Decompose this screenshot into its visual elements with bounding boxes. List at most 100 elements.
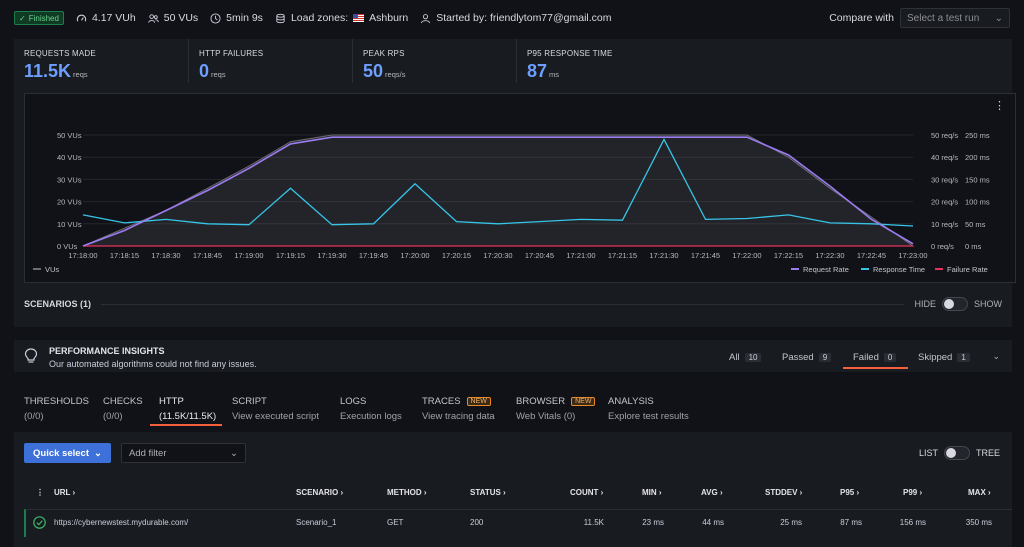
scenarios-toggle[interactable] (942, 297, 968, 311)
x-tick: 17:20:00 (400, 251, 429, 260)
cell-url[interactable]: https://cybernewstest.mydurable.com/ (54, 518, 189, 527)
started-by-info: Started by: friendlytom77@gmail.com (420, 12, 612, 24)
gauge-icon (76, 14, 87, 22)
cell-max: 350 ms (965, 518, 992, 527)
y-tick-right-rps: 50 req/s (931, 131, 958, 140)
active-tab-indicator (843, 367, 908, 369)
tab-analysis[interactable]: ANALYSIS Explore test results (608, 396, 689, 422)
legend-vus: VUs (45, 265, 59, 274)
x-tick: 17:19:15 (276, 251, 305, 260)
vus-info: 50 VUs (148, 12, 198, 24)
tab-traces[interactable]: TRACES NEW View tracing data (422, 396, 495, 422)
cell-stddev: 25 ms (780, 518, 802, 527)
y-tick-right-rps: 40 req/s (931, 153, 958, 162)
x-tick: 17:21:15 (608, 251, 637, 260)
duration-info: 5min 9s (210, 12, 263, 24)
x-tick: 17:23:00 (898, 251, 927, 260)
chevron-down-icon: ⌄ (94, 447, 102, 459)
table-row[interactable] (24, 509, 1012, 537)
scenarios-bar: SCENARIOS (1) HIDE SHOW (24, 297, 1002, 311)
chevron-down-icon[interactable]: ⌄ (992, 351, 1000, 361)
column-menu-icon[interactable]: ⋮ (36, 488, 44, 497)
load-zones-info: Load zones: Ashburn (275, 12, 408, 24)
cell-p95: 87 ms (840, 518, 862, 527)
header-url[interactable]: URL › (54, 488, 76, 497)
load-zone-value: Ashburn (369, 12, 409, 24)
tab-http[interactable]: HTTP (11.5K/11.5K) (159, 396, 217, 422)
x-tick: 17:21:00 (566, 251, 595, 260)
x-tick: 17:22:30 (815, 251, 844, 260)
divider (101, 303, 905, 305)
compare-select[interactable]: Select a test run ⌄ (900, 8, 1010, 28)
show-label: SHOW (974, 299, 1002, 309)
check-circle-icon (33, 516, 46, 529)
compare-with: Compare with Select a test run ⌄ (829, 8, 1010, 28)
compare-label: Compare with (829, 12, 894, 24)
x-tick: 17:21:30 (649, 251, 678, 260)
chart-svg: 0 VUs 0 req/s 0 ms 10 VUs 10 req/s 50 ms 20 VU… (33, 131, 990, 274)
y-tick-right-rps: 20 req/s (931, 198, 958, 207)
x-tick: 17:20:30 (483, 251, 512, 260)
tab-thresholds[interactable]: THRESHOLDS (0/0) (24, 396, 89, 422)
insights-title: PERFORMANCE INSIGHTS (49, 346, 165, 356)
x-tick: 17:19:45 (359, 251, 388, 260)
y-tick-left: 20 VUs (57, 198, 82, 207)
x-tick: 17:19:00 (234, 251, 263, 260)
header-min[interactable]: MIN › (642, 488, 662, 497)
header-count[interactable]: COUNT › (570, 488, 604, 497)
header-method[interactable]: METHOD › (387, 488, 427, 497)
tab-checks[interactable]: CHECKS (0/0) (103, 396, 143, 422)
lightbulb-icon (24, 348, 38, 363)
y-tick-right-ms: 50 ms (965, 220, 986, 229)
header-p95[interactable]: P95 › (840, 488, 860, 497)
y-tick-right-rps: 30 req/s (931, 175, 958, 184)
x-tick: 17:20:15 (442, 251, 471, 260)
active-tab-indicator (150, 424, 222, 426)
quick-select-button[interactable]: Quick select ⌄ (24, 443, 111, 463)
stat-http-failures: HTTP FAILURES 0 reqs (188, 39, 352, 83)
cell-count: 11.5K (583, 518, 604, 527)
tab-browser[interactable]: BROWSER NEW Web Vitals (0) (516, 396, 596, 422)
tab-logs[interactable]: LOGS Execution logs (340, 396, 402, 422)
list-tree-toggle: LIST TREE (919, 446, 1000, 460)
x-tick: 17:22:00 (732, 251, 761, 260)
list-label: LIST (918, 448, 938, 458)
x-tick: 17:22:15 (774, 251, 803, 260)
series-response-time (82, 137, 914, 227)
y-tick-right-ms: 150 ms (965, 175, 990, 184)
clock-icon (210, 12, 221, 24)
more-vertical-icon[interactable]: ⋮ (994, 100, 1005, 112)
view-toggle[interactable] (943, 446, 970, 460)
performance-insights: PERFORMANCE INSIGHTS Our automated algor… (14, 340, 1012, 372)
scenarios-label: SCENARIOS (1) (24, 299, 92, 309)
x-tick: 17:22:45 (857, 251, 886, 260)
header-max[interactable]: MAX › (968, 488, 991, 497)
add-filter-select[interactable]: Add filter ⌄ (121, 443, 246, 463)
header-status[interactable]: STATUS › (470, 488, 506, 497)
insights-tab-skipped[interactable]: Skipped 1 (918, 352, 970, 363)
insights-tab-failed[interactable]: Failed 0 (853, 352, 897, 363)
x-tick: 17:18:45 (193, 251, 222, 260)
y-tick-right-rps: 10 req/s (931, 220, 958, 229)
y-tick-right-ms: 100 ms (965, 198, 990, 207)
users-icon (148, 13, 159, 23)
legend-item: Failure Rate (947, 265, 988, 274)
tree-label: TREE (975, 448, 1000, 458)
stat-requests-made: REQUESTS MADE 11.5K reqs (24, 49, 96, 81)
check-icon: ✓ (19, 13, 26, 23)
tab-script[interactable]: SCRIPT View executed script (232, 396, 319, 422)
header-stddev[interactable]: STDDEV › (765, 488, 803, 497)
header-scenario[interactable]: SCENARIO › (296, 488, 344, 497)
chevron-down-icon: ⌄ (994, 12, 1003, 24)
insights-tab-all[interactable]: All 10 (729, 352, 762, 363)
x-tick: 17:19:30 (317, 251, 346, 260)
y-tick-left: 30 VUs (57, 175, 82, 184)
chevron-down-icon: ⌄ (230, 447, 238, 459)
insights-tab-passed[interactable]: Passed 9 (782, 352, 832, 363)
new-badge: NEW (571, 397, 596, 406)
header-p99[interactable]: P99 › (903, 488, 923, 497)
y-tick-right-ms: 200 ms (965, 153, 990, 162)
cell-method: GET (387, 518, 404, 527)
header-avg[interactable]: AVG › (701, 488, 723, 497)
